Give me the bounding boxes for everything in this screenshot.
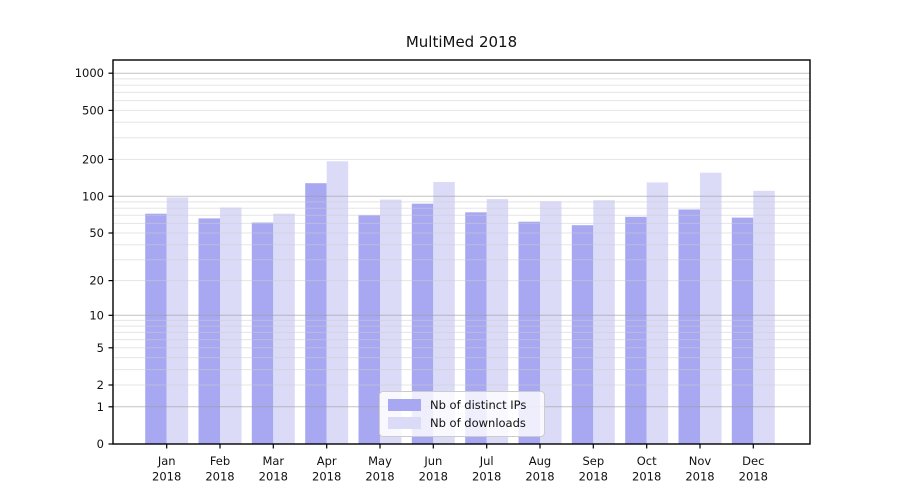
x-tick-label-mar: Mar 2018 xyxy=(259,454,288,484)
legend-label-distinct-ips: Nb of distinct IPs xyxy=(430,398,527,412)
y-tick-label-100: 100 xyxy=(82,189,104,203)
bar-distinct-ips-dec xyxy=(731,217,754,444)
legend-entry-downloads: Nb of downloads xyxy=(388,416,544,430)
x-tick-label-jun: Jun 2018 xyxy=(419,454,448,484)
legend-swatch-distinct-ips xyxy=(388,399,421,411)
bar-distinct-ips-may xyxy=(358,215,380,444)
x-tick-label-nov: Nov 2018 xyxy=(685,454,714,484)
y-tick-label-2: 2 xyxy=(97,378,104,392)
bar-distinct-ips-sep xyxy=(571,225,594,444)
plot-border xyxy=(112,59,811,445)
y-tick-label-200: 200 xyxy=(82,152,104,166)
bar-downloads-mar xyxy=(273,213,295,444)
x-tick-label-sep: Sep 2018 xyxy=(579,454,608,484)
bar-downloads-sep xyxy=(593,200,615,444)
bar-distinct-ips-jan xyxy=(145,213,167,444)
x-tick-label-may: May 2018 xyxy=(365,454,394,484)
bar-distinct-ips-oct xyxy=(625,216,647,444)
x-tick-label-dec: Dec 2018 xyxy=(739,454,768,484)
legend-label-downloads: Nb of downloads xyxy=(430,416,526,430)
bar-downloads-jun xyxy=(433,182,455,444)
bar-downloads-apr xyxy=(326,161,349,445)
bar-downloads-may xyxy=(380,199,402,444)
x-tick-label-oct: Oct 2018 xyxy=(632,454,661,484)
y-tick-label-20: 20 xyxy=(89,274,104,288)
bar-distinct-ips-mar xyxy=(251,222,274,444)
bar-distinct-ips-jul xyxy=(465,212,487,444)
bar-downloads-aug xyxy=(540,201,562,444)
y-tick-label-1: 1 xyxy=(97,400,104,414)
y-tick-label-50: 50 xyxy=(89,226,104,240)
y-tick-label-500: 500 xyxy=(82,103,104,117)
legend-entry-distinct-ips: Nb of distinct IPs xyxy=(388,398,544,412)
chart-title: MultiMed 2018 xyxy=(405,33,518,51)
x-tick-label-apr: Apr 2018 xyxy=(312,454,341,484)
bar-downloads-dec xyxy=(753,190,775,444)
x-tick-label-jul: Jul 2018 xyxy=(472,454,501,484)
x-tick-label-feb: Feb 2018 xyxy=(205,454,234,484)
bar-distinct-ips-apr xyxy=(305,183,327,444)
legend: Nb of distinct IPs Nb of downloads xyxy=(379,391,545,437)
x-tick-label-jan: Jan 2018 xyxy=(152,454,181,484)
bar-downloads-oct xyxy=(646,182,669,444)
x-tick-label-aug: Aug 2018 xyxy=(525,454,554,484)
y-tick-label-1000: 1000 xyxy=(75,66,104,80)
legend-swatch-downloads xyxy=(388,417,421,429)
y-tick-label-0: 0 xyxy=(97,437,104,451)
bar-downloads-jul xyxy=(486,199,509,444)
y-tick-label-10: 10 xyxy=(89,308,104,322)
y-tick-label-5: 5 xyxy=(97,341,104,355)
bar-downloads-nov xyxy=(700,172,722,444)
bar-distinct-ips-feb xyxy=(198,218,220,444)
bar-distinct-ips-jun xyxy=(411,203,434,444)
